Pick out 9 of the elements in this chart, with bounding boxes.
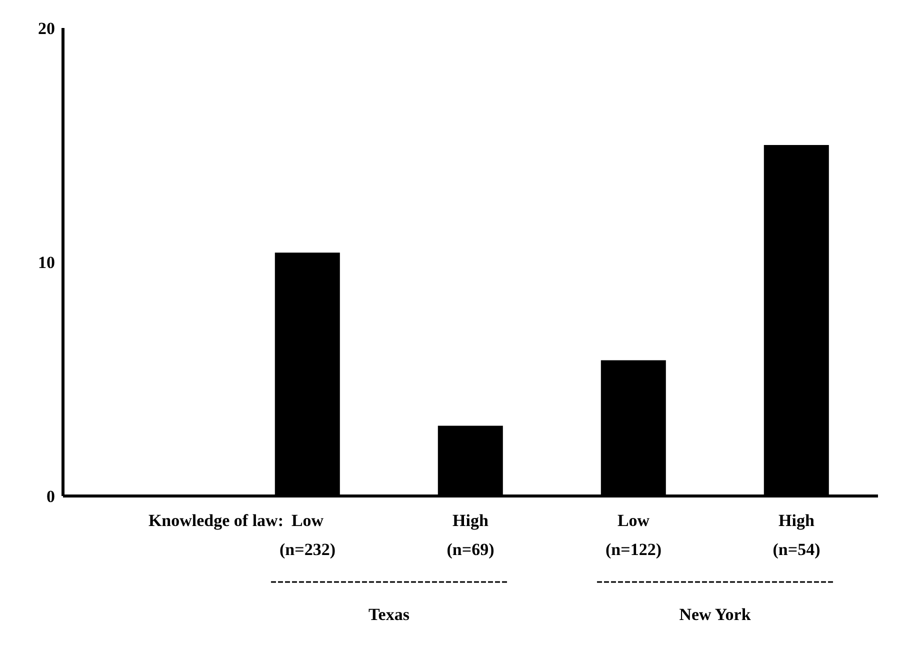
y-tick-label: 0 — [46, 487, 55, 506]
text: Texas — [368, 605, 410, 624]
x-axis-title: Knowledge of law: — [148, 511, 284, 530]
y-tick-label: 20 — [38, 19, 55, 38]
x-tick-label: Low (n=122) — [606, 511, 662, 559]
x-tick-label: High (n=54) — [772, 511, 820, 559]
y-tick-label: 10 — [38, 253, 55, 272]
text: New York — [679, 605, 752, 624]
x-tick-label: High (n=69) — [446, 511, 494, 559]
